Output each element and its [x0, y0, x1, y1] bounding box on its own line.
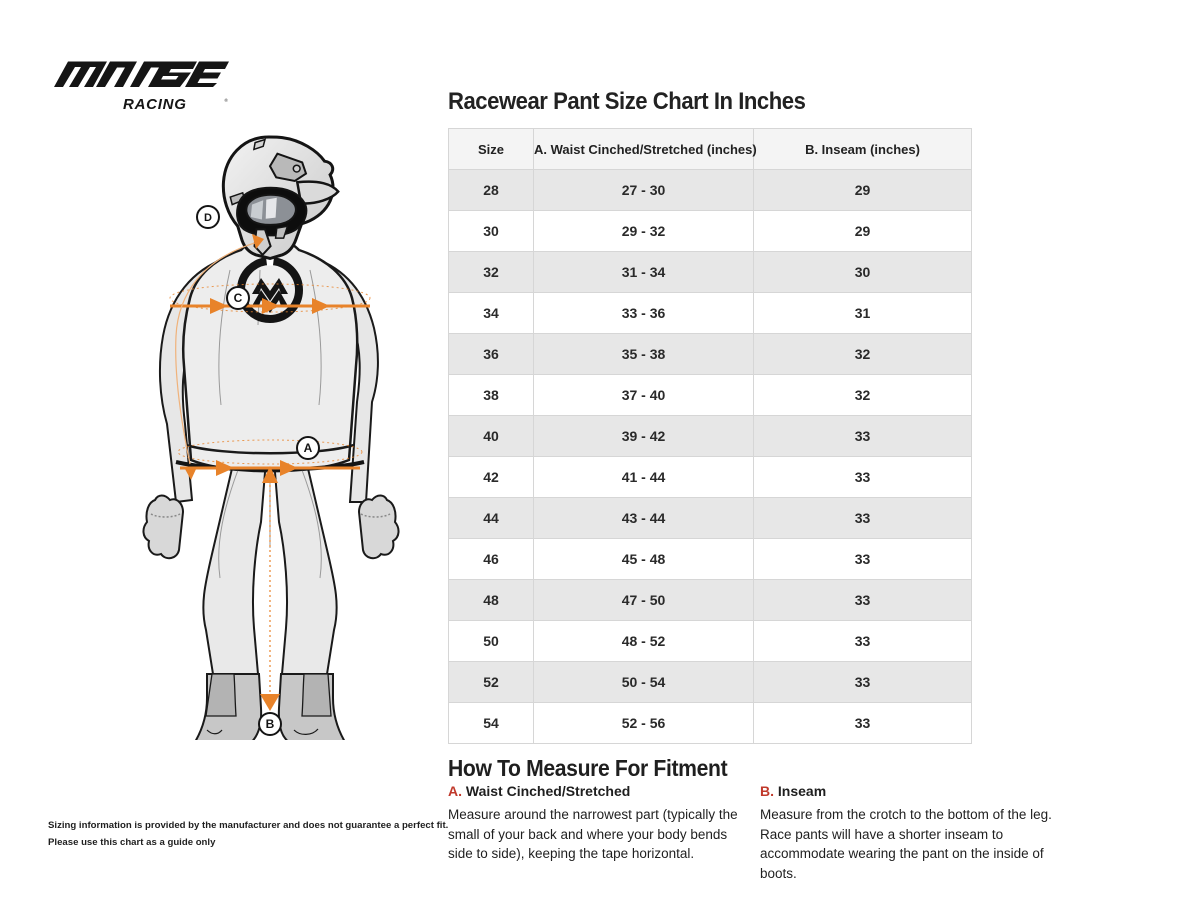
svg-text:B: B [266, 717, 275, 731]
svg-text:®: ® [225, 97, 229, 103]
svg-text:RACING: RACING [123, 96, 187, 113]
svg-text:C: C [234, 291, 243, 305]
svg-text:A: A [304, 441, 313, 455]
svg-text:D: D [204, 212, 212, 224]
